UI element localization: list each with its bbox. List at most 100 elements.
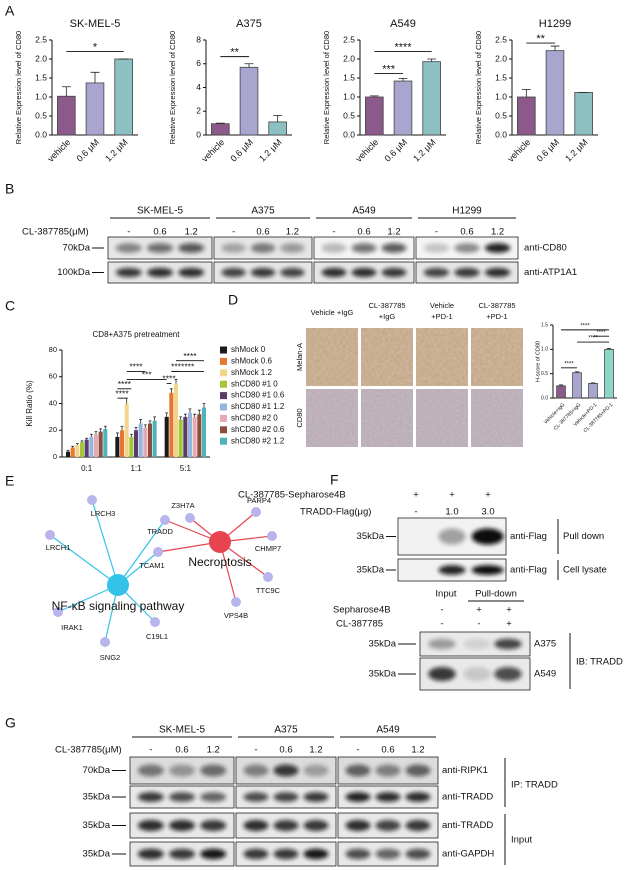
- blot-band: [381, 243, 407, 253]
- blot-band: [375, 848, 401, 860]
- lane-label: 0.6: [279, 745, 292, 756]
- lane-label: -: [435, 227, 438, 238]
- cell-label: A549: [534, 669, 556, 680]
- bar: [115, 436, 120, 457]
- blot-band: [423, 243, 450, 253]
- error-bar: [129, 433, 133, 437]
- marker-label: 35kDa: [357, 565, 385, 576]
- blot-band: [375, 792, 401, 802]
- gene-label: LRCH3: [91, 509, 116, 518]
- error-bar: [179, 416, 183, 420]
- lane-label: 1.2: [411, 745, 424, 756]
- blot-band: [484, 267, 511, 278]
- blot-band: [169, 792, 195, 802]
- y-tick-label: 1.5: [343, 72, 355, 82]
- gene-node: [263, 572, 273, 582]
- y-tick-label: 0.0: [343, 129, 355, 139]
- antibody-label: anti-ATP1A1: [524, 267, 577, 278]
- error-bar: [197, 409, 201, 415]
- bar: [93, 434, 99, 457]
- error-bar: [244, 63, 254, 68]
- y-tick-label: 1.0: [541, 347, 548, 353]
- blot-band: [405, 848, 431, 860]
- antibody-label: IB: TRADD: [576, 657, 623, 668]
- blot-band: [200, 820, 227, 831]
- lane-label: -: [477, 619, 480, 630]
- significance-label: ****: [162, 374, 176, 384]
- blot-band: [147, 267, 173, 278]
- bar: [98, 431, 103, 457]
- significance-label: ****: [564, 361, 574, 367]
- column-label: Vehicle: [430, 301, 454, 310]
- y-tick-label: 2.5: [495, 34, 507, 44]
- legend-swatch: [220, 369, 227, 377]
- blot-band: [137, 848, 164, 860]
- panel-letter: C: [5, 298, 15, 314]
- row-label: CD80: [295, 408, 304, 427]
- bar: [133, 430, 139, 457]
- gene-label: TCAM1: [139, 561, 164, 570]
- ihc-image: [471, 328, 523, 386]
- lane-label: 1.2: [207, 745, 220, 756]
- antibody-label: anti-Flag: [510, 565, 547, 576]
- lane-label: +: [476, 605, 482, 616]
- bar: [393, 80, 413, 136]
- legend-swatch: [220, 346, 227, 354]
- blot-band: [405, 792, 431, 802]
- y-tick-label: 2.0: [495, 53, 507, 63]
- legend-swatch: [220, 392, 227, 400]
- blot-band: [345, 820, 371, 831]
- marker-label: 35kDa: [369, 669, 397, 680]
- error-bar: [143, 424, 147, 428]
- bar: [197, 414, 202, 457]
- error-bar: [134, 427, 138, 431]
- blot-band: [375, 820, 401, 831]
- significance-label: **: [536, 33, 545, 45]
- blot-band: [303, 820, 329, 831]
- blot-band: [221, 267, 246, 278]
- gene-label: CHMP7: [255, 544, 281, 553]
- blot-band: [243, 792, 269, 802]
- y-tick-label: 0.5: [343, 110, 355, 120]
- blot-band: [494, 638, 522, 650]
- gene-node: [251, 507, 261, 517]
- bar: [124, 403, 129, 457]
- panel-letter: B: [5, 181, 14, 197]
- lane-label: 1.2: [309, 745, 322, 756]
- lane-label: 0.6: [153, 227, 166, 238]
- significance-label: **: [230, 47, 239, 59]
- lane-label: 1.2: [286, 227, 299, 238]
- bar: [79, 442, 85, 457]
- marker-label: 35kDa: [83, 820, 111, 831]
- y-axis-label: H-score of CD80: [535, 341, 541, 382]
- gene-node: [153, 547, 163, 557]
- legend-swatch: [220, 437, 227, 445]
- bar: [147, 423, 153, 457]
- ihc-image: [361, 389, 413, 447]
- network-edge: [117, 519, 166, 586]
- error-bar: [153, 416, 157, 421]
- blot-band: [273, 764, 299, 777]
- blot-band: [221, 243, 246, 253]
- blot-band: [303, 792, 329, 802]
- ihc-image: [306, 389, 358, 447]
- antibody-label: anti-RIPK1: [442, 765, 488, 776]
- error-bar: [174, 379, 178, 384]
- gene-node: [150, 617, 160, 627]
- column-label: +PD-1: [486, 312, 507, 321]
- x-tick-label: 0:1: [81, 464, 93, 473]
- bar: [178, 419, 183, 457]
- pathway-node: [209, 531, 231, 553]
- bar: [152, 420, 157, 457]
- error-bar: [89, 433, 93, 437]
- bar: [365, 96, 384, 136]
- gene-node: [231, 597, 241, 607]
- error-bar: [169, 388, 173, 393]
- blot-band: [178, 267, 205, 278]
- lane-label: +: [485, 490, 491, 501]
- error-bar: [273, 115, 283, 122]
- x-tick-label: 0.6 μM: [382, 137, 409, 164]
- legend-swatch: [220, 380, 227, 388]
- error-bar: [71, 445, 75, 448]
- y-axis-label: Relative Expression level of CD80: [14, 31, 23, 144]
